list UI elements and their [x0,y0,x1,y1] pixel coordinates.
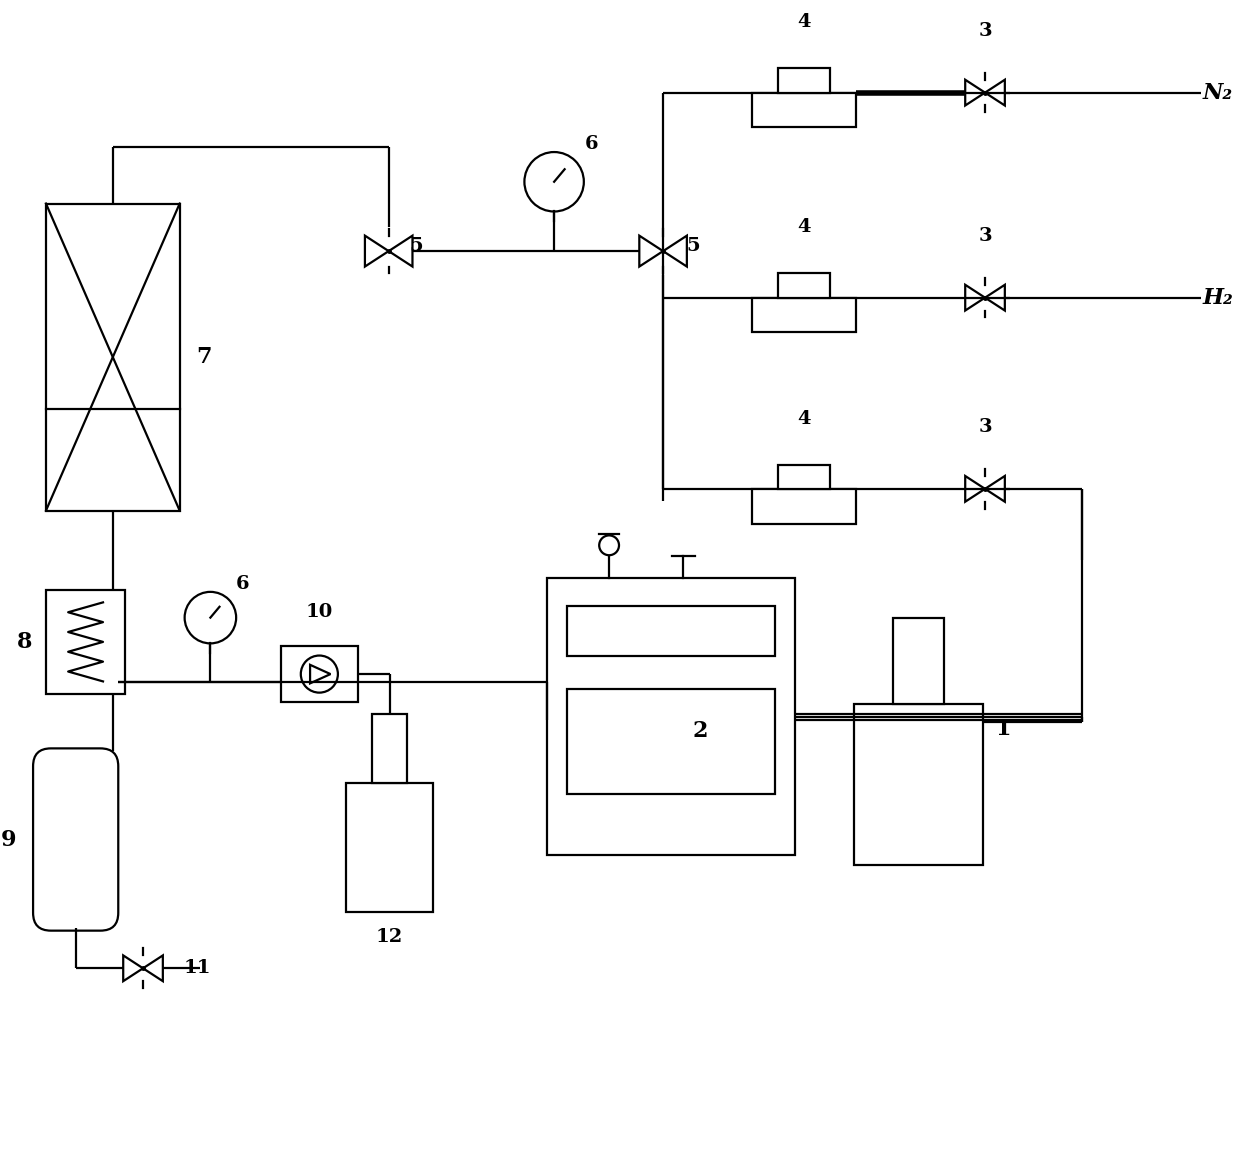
Bar [280,646,358,703]
Text: 7: 7 [197,346,212,368]
Bar [779,274,831,297]
Bar [567,689,775,794]
FancyBboxPatch shape [33,748,118,931]
Bar [46,590,125,694]
Text: 12: 12 [376,927,403,946]
Text: 6: 6 [236,575,249,593]
Text: 5: 5 [409,237,423,255]
Bar [547,578,795,855]
Bar [854,704,983,866]
Text: 8: 8 [16,631,32,653]
Bar [753,92,857,127]
Text: 3: 3 [978,22,992,39]
Text: 6: 6 [585,135,599,153]
Text: 4: 4 [797,13,811,31]
Text: N₂: N₂ [1203,82,1233,104]
Text: 1: 1 [996,718,1011,740]
Bar [753,489,857,524]
Text: 3: 3 [978,227,992,245]
Text: H₂: H₂ [1203,287,1234,309]
Bar [46,203,180,511]
Bar [567,606,775,655]
Text: 4: 4 [797,409,811,428]
Text: 5: 5 [686,237,699,255]
Bar [779,465,831,489]
Text: 4: 4 [797,218,811,236]
Bar [346,783,433,912]
Text: 10: 10 [306,603,334,622]
Bar [372,713,407,783]
Text: 9: 9 [0,829,16,851]
Bar [753,297,857,332]
Text: 11: 11 [184,959,211,977]
Text: 3: 3 [978,418,992,436]
Text: 2: 2 [693,719,708,741]
Bar [779,68,831,92]
Bar [893,617,945,704]
